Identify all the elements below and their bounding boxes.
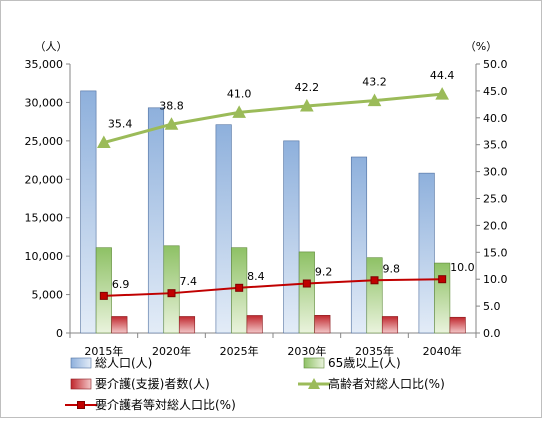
marker-elderly-ratio-2 <box>232 105 247 118</box>
data-label-elderly-ratio-2: 41.0 <box>227 87 252 100</box>
bar-total-1 <box>147 107 165 334</box>
right-axis-tick-label: 10.0 <box>483 273 508 286</box>
legend-marker-elderly-ratio <box>308 378 320 389</box>
left-axis-tick-label: 0 <box>56 327 63 340</box>
marker-elderly-ratio-1 <box>164 117 179 130</box>
left-axis-tick-label: 10,000 <box>25 250 64 263</box>
bar-total-3 <box>283 140 300 334</box>
x-axis-label: 2040年 <box>423 344 462 358</box>
data-label-care-ratio-4: 9.8 <box>383 262 401 275</box>
bar-care-3 <box>314 315 331 334</box>
marker-care-ratio-4 <box>370 276 379 285</box>
data-label-elderly-ratio-5: 44.4 <box>430 69 455 82</box>
bar-elderly-4 <box>366 257 383 334</box>
bar-care-5 <box>449 316 466 334</box>
right-axis-tick-label: 40.0 <box>483 112 508 125</box>
left-axis-tick-label: 25,000 <box>25 135 64 148</box>
line-care-ratio <box>103 278 443 297</box>
data-label-care-ratio-0: 6.9 <box>112 278 130 291</box>
legend-label-care: 要介護(支援)者数(人) <box>95 376 210 391</box>
bar-total-0 <box>80 90 97 334</box>
legend-label-elderly-ratio: 高齢者対総人口比(%) <box>328 376 445 391</box>
right-axis-tick-label: 5.0 <box>483 300 501 313</box>
right-axis-tick-label: 50.0 <box>483 58 508 71</box>
bar-care-0 <box>111 316 128 334</box>
left-axis-tick-label: 15,000 <box>25 212 64 225</box>
data-label-elderly-ratio-0: 35.4 <box>108 118 133 131</box>
data-label-care-ratio-3: 9.2 <box>315 266 333 279</box>
marker-elderly-ratio-5 <box>435 87 450 100</box>
bar-care-4 <box>381 316 399 334</box>
left-axis-tick-label: 30,000 <box>25 96 64 109</box>
bar-elderly-5 <box>434 262 451 334</box>
x-axis-label: 2030年 <box>287 344 326 358</box>
marker-care-ratio-2 <box>235 283 244 292</box>
left-axis-tick-label: 20,000 <box>25 173 64 186</box>
legend-label-care-ratio: 要介護者等対総人口比(%) <box>95 397 236 412</box>
data-label-care-ratio-5: 10.0 <box>450 261 475 274</box>
x-axis-label: 2025年 <box>220 344 259 358</box>
right-axis-tick-label: 25.0 <box>483 193 508 206</box>
right-axis-tick-label: 20.0 <box>483 219 508 232</box>
legend-label-elderly: 65歳以上(人) <box>328 356 401 370</box>
bar-elderly-3 <box>298 251 315 334</box>
right-axis-unit-label: （%） <box>465 40 497 53</box>
left-axis-tick-label: 5,000 <box>32 289 64 302</box>
bar-total-2 <box>215 124 232 334</box>
data-label-elderly-ratio-1: 38.8 <box>159 99 184 112</box>
bar-total-4 <box>350 156 368 334</box>
right-axis-tick-label: 45.0 <box>483 85 508 98</box>
bar-care-1 <box>178 316 196 334</box>
marker-care-ratio-0 <box>99 291 108 300</box>
marker-care-ratio-1 <box>167 289 176 298</box>
right-axis-tick-label: 15.0 <box>483 246 508 259</box>
marker-care-ratio-3 <box>302 279 311 288</box>
left-axis-unit-label: （人） <box>35 40 68 53</box>
data-label-care-ratio-2: 8.4 <box>247 270 265 283</box>
right-axis-tick-label: 30.0 <box>483 166 508 179</box>
data-label-care-ratio-1: 7.4 <box>180 275 198 288</box>
legend-swatch-elderly <box>303 357 325 369</box>
marker-elderly-ratio-0 <box>96 135 111 149</box>
legend-label-total: 総人口(人) <box>95 356 152 370</box>
bar-care-2 <box>246 315 263 334</box>
bar-total-5 <box>418 172 435 334</box>
x-axis-label: 2020年 <box>152 344 191 358</box>
right-axis-tick-label: 35.0 <box>483 139 508 152</box>
legend-marker-care-ratio <box>77 401 85 409</box>
right-axis-tick-label: 0.0 <box>483 327 501 340</box>
x-axis-label: 2015年 <box>84 344 123 358</box>
marker-care-ratio-5 <box>438 275 447 284</box>
line-elderly-ratio <box>103 92 443 144</box>
x-axis-label: 2035年 <box>355 344 394 358</box>
marker-elderly-ratio-3 <box>299 98 314 112</box>
marker-elderly-ratio-4 <box>367 93 382 107</box>
legend-swatch-total <box>70 357 92 369</box>
bar-elderly-0 <box>95 247 112 334</box>
left-axis-tick-label: 35,000 <box>25 58 64 71</box>
legend-swatch-care <box>70 378 92 390</box>
data-label-elderly-ratio-3: 42.2 <box>295 81 320 94</box>
data-label-elderly-ratio-4: 43.2 <box>362 76 387 89</box>
